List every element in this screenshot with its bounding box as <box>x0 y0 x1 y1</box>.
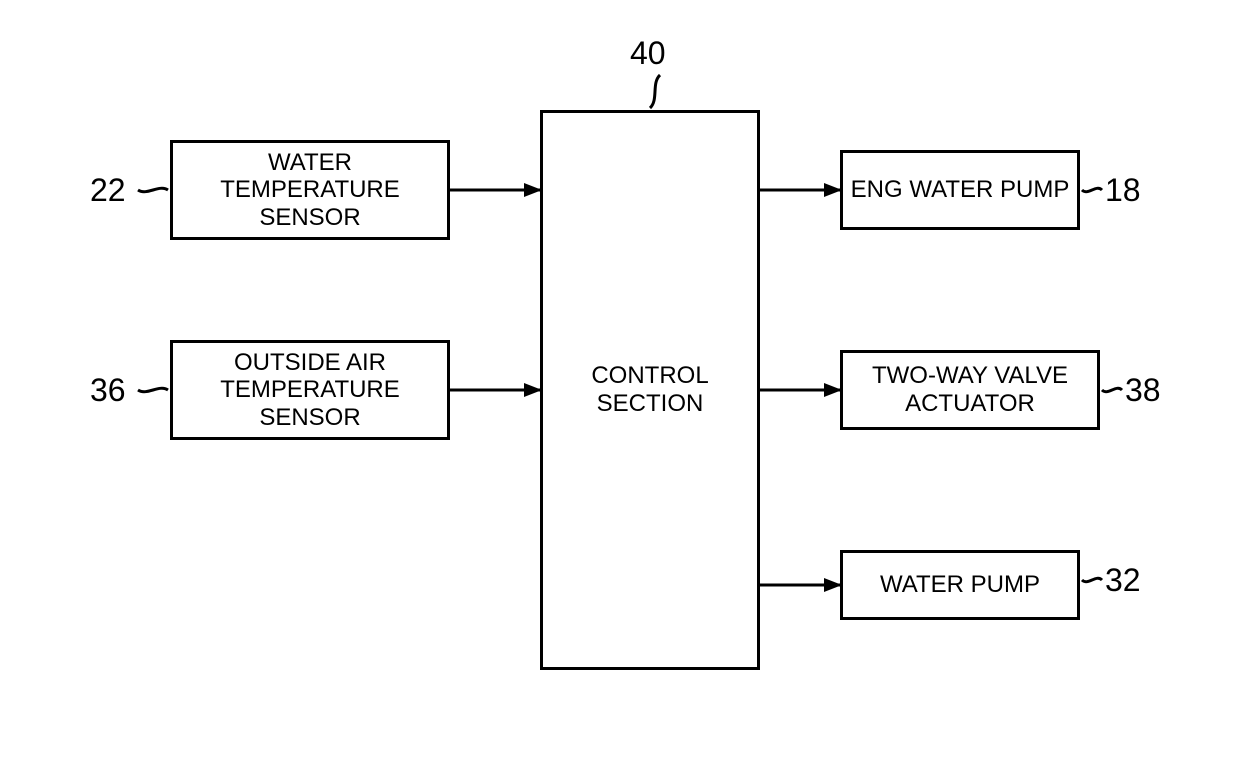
refnum-38: 38 <box>1125 372 1161 409</box>
block-two-way-valve-actuator: TWO-WAY VALVE ACTUATOR <box>840 350 1100 430</box>
refnum-text: 18 <box>1105 172 1141 208</box>
block-label: WATER PUMP <box>880 571 1040 599</box>
block-outside-air-temp-sensor: OUTSIDE AIR TEMPERATURE SENSOR <box>170 340 450 440</box>
block-label: TWO-WAY VALVE ACTUATOR <box>849 362 1091 417</box>
refnum-32: 32 <box>1105 562 1141 599</box>
refnum-36: 36 <box>90 372 126 409</box>
block-label: OUTSIDE AIR TEMPERATURE SENSOR <box>179 349 441 432</box>
refnum-text: 22 <box>90 172 126 208</box>
block-eng-water-pump: ENG WATER PUMP <box>840 150 1080 230</box>
refnum-text: 38 <box>1125 372 1161 408</box>
refnum-text: 36 <box>90 372 126 408</box>
block-label: ENG WATER PUMP <box>851 176 1070 204</box>
refnum-22: 22 <box>90 172 126 209</box>
refnum-text: 40 <box>630 35 666 71</box>
block-label: CONTROL SECTION <box>549 362 751 417</box>
refnum-text: 32 <box>1105 562 1141 598</box>
diagram-canvas: CONTROL SECTION WATER TEMPERATURE SENSOR… <box>0 0 1240 758</box>
block-water-temp-sensor: WATER TEMPERATURE SENSOR <box>170 140 450 240</box>
block-control-section: CONTROL SECTION <box>540 110 760 670</box>
block-water-pump: WATER PUMP <box>840 550 1080 620</box>
refnum-40: 40 <box>630 35 666 72</box>
block-label: WATER TEMPERATURE SENSOR <box>179 149 441 232</box>
refnum-18: 18 <box>1105 172 1141 209</box>
